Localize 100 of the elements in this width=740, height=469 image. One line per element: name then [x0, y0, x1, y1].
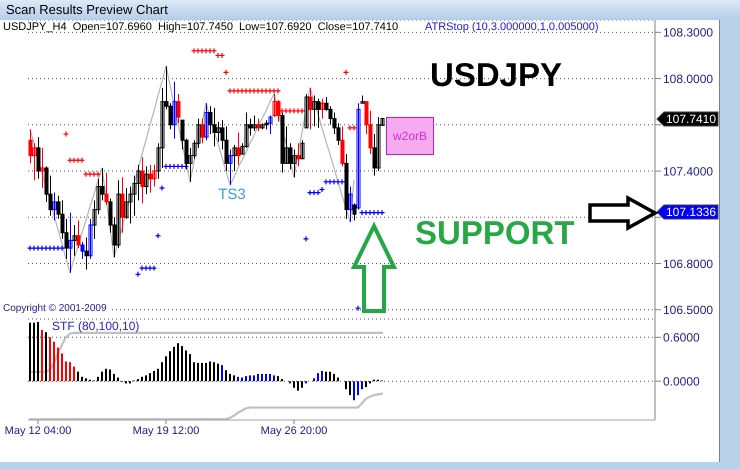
bar	[145, 375, 147, 382]
point	[326, 178, 334, 185]
point	[154, 232, 162, 239]
text: Scan Results Preview Chart	[6, 2, 168, 17]
chart-title: STF (80,100,10)	[52, 319, 140, 333]
candlestick	[316, 98, 320, 128]
candlestick	[264, 120, 268, 130]
point	[318, 186, 326, 193]
point	[258, 88, 266, 94]
candlestick	[84, 236, 88, 270]
point	[198, 48, 206, 54]
bar	[249, 375, 251, 382]
bar	[37, 322, 39, 382]
candlestick	[176, 93, 180, 124]
bar	[277, 376, 279, 382]
point	[146, 265, 154, 272]
point	[158, 184, 166, 192]
bar	[53, 342, 55, 382]
candlestick	[312, 95, 316, 127]
point	[266, 88, 274, 94]
point	[222, 69, 230, 76]
bar	[209, 361, 211, 382]
bar	[81, 376, 83, 382]
bar	[269, 374, 271, 382]
candlestick	[376, 116, 380, 172]
point	[138, 265, 146, 272]
point	[166, 163, 174, 170]
bar	[153, 370, 155, 382]
bar	[69, 362, 71, 382]
point	[86, 171, 94, 178]
point	[226, 88, 234, 94]
point	[34, 245, 42, 252]
bar	[73, 366, 75, 382]
point	[374, 210, 382, 216]
bar	[29, 322, 31, 382]
bar	[185, 350, 187, 382]
x-tick-label: May 26 20:00	[260, 424, 328, 437]
point	[218, 52, 226, 59]
bar	[265, 374, 267, 382]
candlestick	[236, 132, 240, 166]
annotation: Copyright © 2001-2009	[3, 303, 109, 314]
candlestick	[352, 202, 356, 221]
candlestick	[308, 87, 312, 130]
point	[174, 163, 182, 170]
bar	[57, 348, 59, 382]
point	[162, 163, 170, 170]
point	[66, 157, 74, 164]
line-series	[28, 392, 384, 420]
text: USDJPY	[430, 56, 562, 93]
point	[330, 178, 338, 185]
point	[238, 88, 246, 94]
bar	[197, 362, 199, 382]
point	[82, 171, 90, 178]
y-tick-label: 106.5000	[663, 303, 714, 318]
point	[70, 157, 78, 164]
candlestick	[40, 147, 44, 188]
point	[178, 163, 186, 170]
candlestick	[68, 212, 72, 274]
bar	[193, 362, 195, 382]
bar	[349, 381, 351, 396]
y-tick-label: 108.0000	[663, 72, 714, 86]
point	[74, 157, 82, 164]
point	[270, 88, 278, 94]
candlestick	[52, 192, 56, 221]
point	[194, 48, 202, 54]
point	[282, 108, 290, 114]
candlestick	[124, 187, 128, 220]
point	[362, 210, 370, 216]
bar	[293, 381, 295, 388]
point	[350, 124, 358, 131]
bar	[205, 362, 207, 382]
point	[190, 48, 198, 54]
bar	[357, 381, 359, 396]
point	[206, 48, 214, 54]
candlestick	[320, 98, 324, 120]
bar	[49, 337, 51, 382]
bar	[241, 378, 243, 382]
bar	[113, 374, 115, 382]
point	[314, 190, 322, 196]
candlestick	[36, 136, 40, 180]
point	[262, 88, 270, 94]
candlestick	[200, 118, 204, 144]
line-series	[28, 332, 384, 373]
bar	[325, 372, 327, 382]
bar	[245, 376, 247, 382]
bar	[261, 374, 263, 382]
bar	[361, 381, 363, 390]
point	[254, 88, 262, 94]
point	[370, 210, 378, 216]
bar	[317, 373, 319, 382]
bar	[61, 353, 63, 382]
point	[378, 210, 386, 216]
point	[358, 210, 366, 216]
bar	[77, 372, 79, 382]
bar	[229, 374, 231, 382]
point	[302, 236, 310, 242]
candlestick	[140, 156, 144, 204]
point	[62, 130, 70, 138]
bar	[109, 370, 111, 382]
point	[170, 163, 178, 170]
